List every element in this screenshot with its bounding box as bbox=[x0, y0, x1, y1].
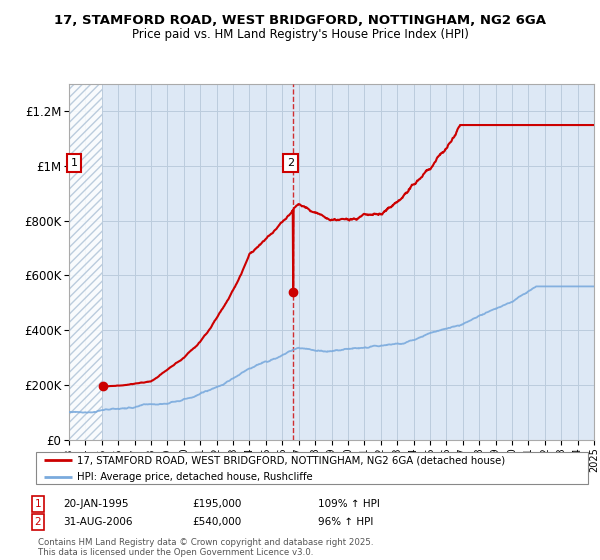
Text: 2: 2 bbox=[34, 517, 41, 527]
Text: 17, STAMFORD ROAD, WEST BRIDGFORD, NOTTINGHAM, NG2 6GA (detached house): 17, STAMFORD ROAD, WEST BRIDGFORD, NOTTI… bbox=[77, 455, 506, 465]
Text: 109% ↑ HPI: 109% ↑ HPI bbox=[318, 499, 380, 509]
Text: 96% ↑ HPI: 96% ↑ HPI bbox=[318, 517, 373, 527]
Text: 1: 1 bbox=[70, 158, 77, 169]
Text: 17, STAMFORD ROAD, WEST BRIDGFORD, NOTTINGHAM, NG2 6GA: 17, STAMFORD ROAD, WEST BRIDGFORD, NOTTI… bbox=[54, 14, 546, 27]
Text: Contains HM Land Registry data © Crown copyright and database right 2025.
This d: Contains HM Land Registry data © Crown c… bbox=[38, 538, 373, 557]
Text: HPI: Average price, detached house, Rushcliffe: HPI: Average price, detached house, Rush… bbox=[77, 472, 313, 482]
Text: 1: 1 bbox=[34, 499, 41, 509]
Bar bbox=[69, 84, 102, 440]
Text: 2: 2 bbox=[287, 158, 294, 169]
Text: £195,000: £195,000 bbox=[192, 499, 241, 509]
Text: £540,000: £540,000 bbox=[192, 517, 241, 527]
Text: Price paid vs. HM Land Registry's House Price Index (HPI): Price paid vs. HM Land Registry's House … bbox=[131, 28, 469, 41]
FancyBboxPatch shape bbox=[36, 452, 588, 484]
Text: 20-JAN-1995: 20-JAN-1995 bbox=[63, 499, 128, 509]
Text: 31-AUG-2006: 31-AUG-2006 bbox=[63, 517, 133, 527]
